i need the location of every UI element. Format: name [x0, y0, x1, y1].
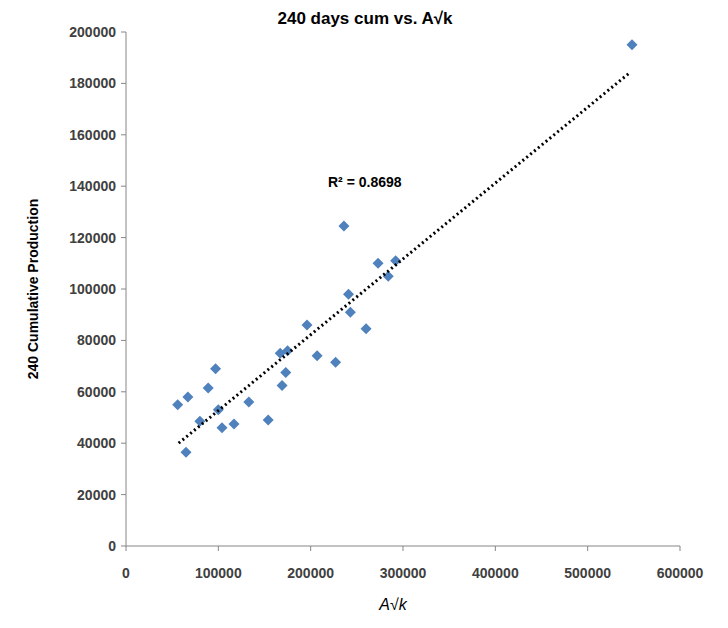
x-tick-label: 400000	[472, 565, 519, 581]
point	[345, 307, 356, 318]
y-tick	[121, 83, 126, 84]
y-tick	[121, 32, 126, 33]
y-tick	[121, 546, 126, 547]
y-tick	[121, 134, 126, 135]
y-tick	[121, 186, 126, 187]
point	[181, 447, 192, 458]
x-tick	[495, 546, 496, 551]
background	[0, 0, 728, 628]
chart: 0 20000 40000 60000 80000 100000 120000 140000 1…	[0, 0, 728, 628]
y-tick-label: 0	[108, 538, 116, 554]
y-tick	[121, 391, 126, 392]
point	[373, 258, 384, 269]
x-tick	[680, 546, 681, 551]
y-tick-label: 60000	[77, 384, 116, 400]
x-axis-label: A√k	[378, 596, 407, 613]
point	[361, 323, 372, 334]
x-tick-label: 100000	[195, 565, 242, 581]
x-tick-label: 300000	[380, 565, 427, 581]
x-tick-label: 200000	[287, 565, 334, 581]
y-tick	[121, 289, 126, 290]
x-tick-label: 600000	[657, 565, 704, 581]
y-tick-label: 120000	[69, 230, 116, 246]
point	[229, 418, 240, 429]
point	[172, 399, 183, 410]
point	[343, 289, 354, 300]
y-tick	[121, 340, 126, 341]
point	[210, 363, 221, 374]
y-tick-label: 180000	[69, 75, 116, 91]
point	[626, 39, 637, 50]
point	[243, 397, 254, 408]
y-tick	[121, 443, 126, 444]
point	[203, 382, 214, 393]
y-tick-label: 20000	[77, 487, 116, 503]
point	[217, 422, 228, 433]
point	[280, 367, 291, 378]
y-tick-label: 200000	[69, 24, 116, 40]
y-tick-label: 80000	[77, 332, 116, 348]
x-tick	[403, 546, 404, 551]
point	[330, 357, 341, 368]
point	[301, 319, 312, 330]
point	[263, 415, 274, 426]
point	[194, 416, 205, 427]
x-tick-label: 500000	[564, 565, 611, 581]
y-tick-label: 140000	[69, 178, 116, 194]
title: 240 days cum vs. A√k	[277, 9, 453, 28]
x-tick	[587, 546, 588, 551]
x-tick	[310, 546, 311, 551]
trendline	[179, 73, 630, 443]
y-tick-label: 160000	[69, 127, 116, 143]
y-tick	[121, 237, 126, 238]
x-tick-label: 0	[122, 565, 130, 581]
point	[182, 391, 193, 402]
annotation: R² = 0.8698	[328, 174, 402, 190]
point	[338, 221, 349, 232]
plot-area	[172, 39, 637, 457]
point	[277, 380, 288, 391]
y-tick	[121, 494, 126, 495]
y-tick-label: 100000	[69, 281, 116, 297]
point	[312, 350, 323, 361]
x-tick	[218, 546, 219, 551]
x-tick	[126, 546, 127, 551]
y-axis-label: 240 Cumulative Production	[25, 199, 41, 379]
y-tick-label: 40000	[77, 435, 116, 451]
